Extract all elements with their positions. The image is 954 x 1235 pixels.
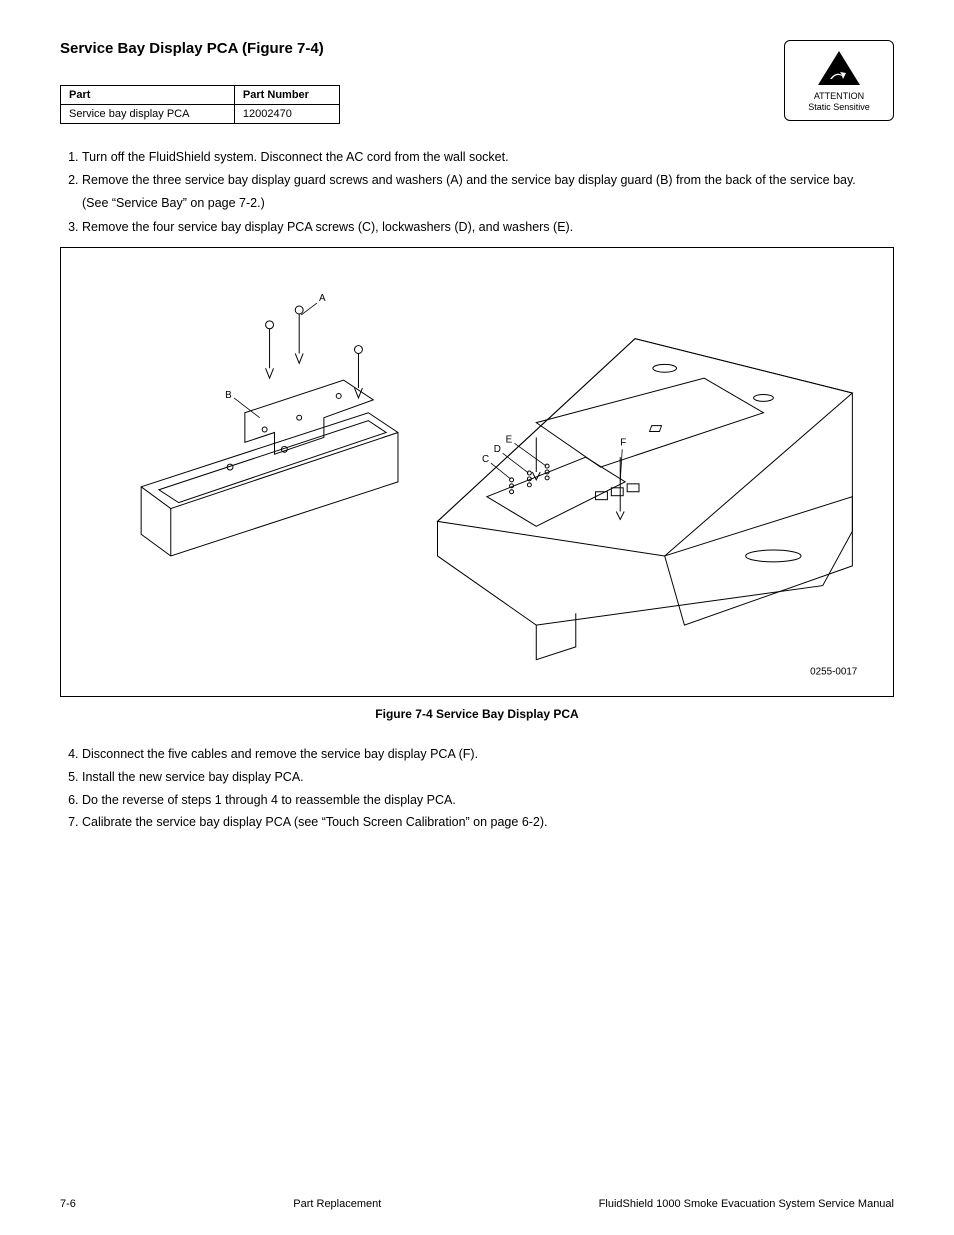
- parts-table: Part Part Number Service bay display PCA…: [60, 85, 340, 124]
- step-6: Do the reverse of steps 1 through 4 to r…: [82, 791, 894, 810]
- fig-label-B: B: [225, 390, 232, 401]
- col-header-number: Part Number: [234, 86, 339, 105]
- step-2: Remove the three service bay display gua…: [82, 171, 894, 190]
- step-1-text: Turn off the FluidShield system. Disconn…: [82, 150, 509, 164]
- step-1: Turn off the FluidShield system. Disconn…: [82, 148, 894, 167]
- step-3-text-a: Remove the four service bay display PCA …: [82, 220, 358, 234]
- esd-icon: [816, 49, 862, 87]
- step-2-text-a: Remove the three service bay display gua…: [82, 173, 446, 187]
- figure-frame: A B: [60, 247, 894, 697]
- fig-label-F: F: [620, 437, 626, 448]
- fig-label-D: D: [494, 444, 501, 455]
- step-2-see-ref: (See “Service Bay” on page 7-2.): [60, 194, 894, 213]
- step-3-text-c: , and washers: [472, 220, 553, 234]
- callout-E-ref: (E): [553, 220, 570, 234]
- cell-number: 12002470: [234, 105, 339, 124]
- step-3: Remove the four service bay display PCA …: [82, 218, 894, 237]
- col-header-part: Part: [61, 86, 235, 105]
- callout-F-ref: (F): [459, 747, 475, 761]
- fig-label-C: C: [482, 454, 489, 465]
- procedure-title: Service Bay Display PCA (Figure 7-4): [60, 40, 340, 57]
- callout-A-ref: (A): [446, 173, 463, 187]
- step-6-text: Do the reverse of steps 1 through 4 to r…: [82, 793, 456, 807]
- cell-part: Service bay display PCA: [61, 105, 235, 124]
- step-7: Calibrate the service bay display PCA (s…: [82, 813, 894, 832]
- header-row: Service Bay Display PCA (Figure 7-4) Par…: [60, 40, 894, 124]
- step-5-text: Install the new service bay display PCA.: [82, 770, 304, 784]
- callout-C-ref: (C): [358, 220, 375, 234]
- procedure-steps-cont: Disconnect the five cables and remove th…: [60, 745, 894, 832]
- drawing-number: 0255-0017: [810, 667, 857, 678]
- table-row: Service bay display PCA 12002470: [61, 105, 340, 124]
- procedure-steps: Turn off the FluidShield system. Disconn…: [60, 148, 894, 237]
- step-4: Disconnect the five cables and remove th…: [82, 745, 894, 764]
- left-header-block: Service Bay Display PCA (Figure 7-4) Par…: [60, 40, 340, 124]
- page-root: Service Bay Display PCA (Figure 7-4) Par…: [0, 0, 954, 1235]
- page-footer: 7-6 Part Replacement FluidShield 1000 Sm…: [60, 1198, 894, 1210]
- callout-B-ref: (B): [656, 173, 673, 187]
- step-3-text-b: , lockwashers: [375, 220, 454, 234]
- figure-svg: A B: [72, 257, 882, 687]
- step-2-text-c: from the back of the service bay.: [673, 173, 856, 187]
- callout-D-ref: (D): [454, 220, 471, 234]
- step-3-text-d: .: [570, 220, 573, 234]
- step-7-text: Calibrate the service bay display PCA (s…: [82, 815, 548, 829]
- footer-section-title: Part Replacement: [293, 1198, 381, 1210]
- table-header-row: Part Part Number: [61, 86, 340, 105]
- fig-label-E: E: [506, 434, 513, 445]
- footer-page-number: 7-6: [60, 1198, 76, 1210]
- fig-label-A: A: [319, 293, 326, 304]
- esd-label: ATTENTION Static Sensitive: [791, 91, 887, 114]
- step-4-text-b: .: [475, 747, 478, 761]
- esd-warning-box: ATTENTION Static Sensitive: [784, 40, 894, 121]
- step-2-text-b: and the service bay display guard: [463, 173, 656, 187]
- step-4-text-a: Disconnect the five cables and remove th…: [82, 747, 459, 761]
- figure-caption: Figure 7-4 Service Bay Display PCA: [60, 707, 894, 721]
- step-5: Install the new service bay display PCA.: [82, 768, 894, 787]
- footer-doc-title: FluidShield 1000 Smoke Evacuation System…: [599, 1198, 894, 1210]
